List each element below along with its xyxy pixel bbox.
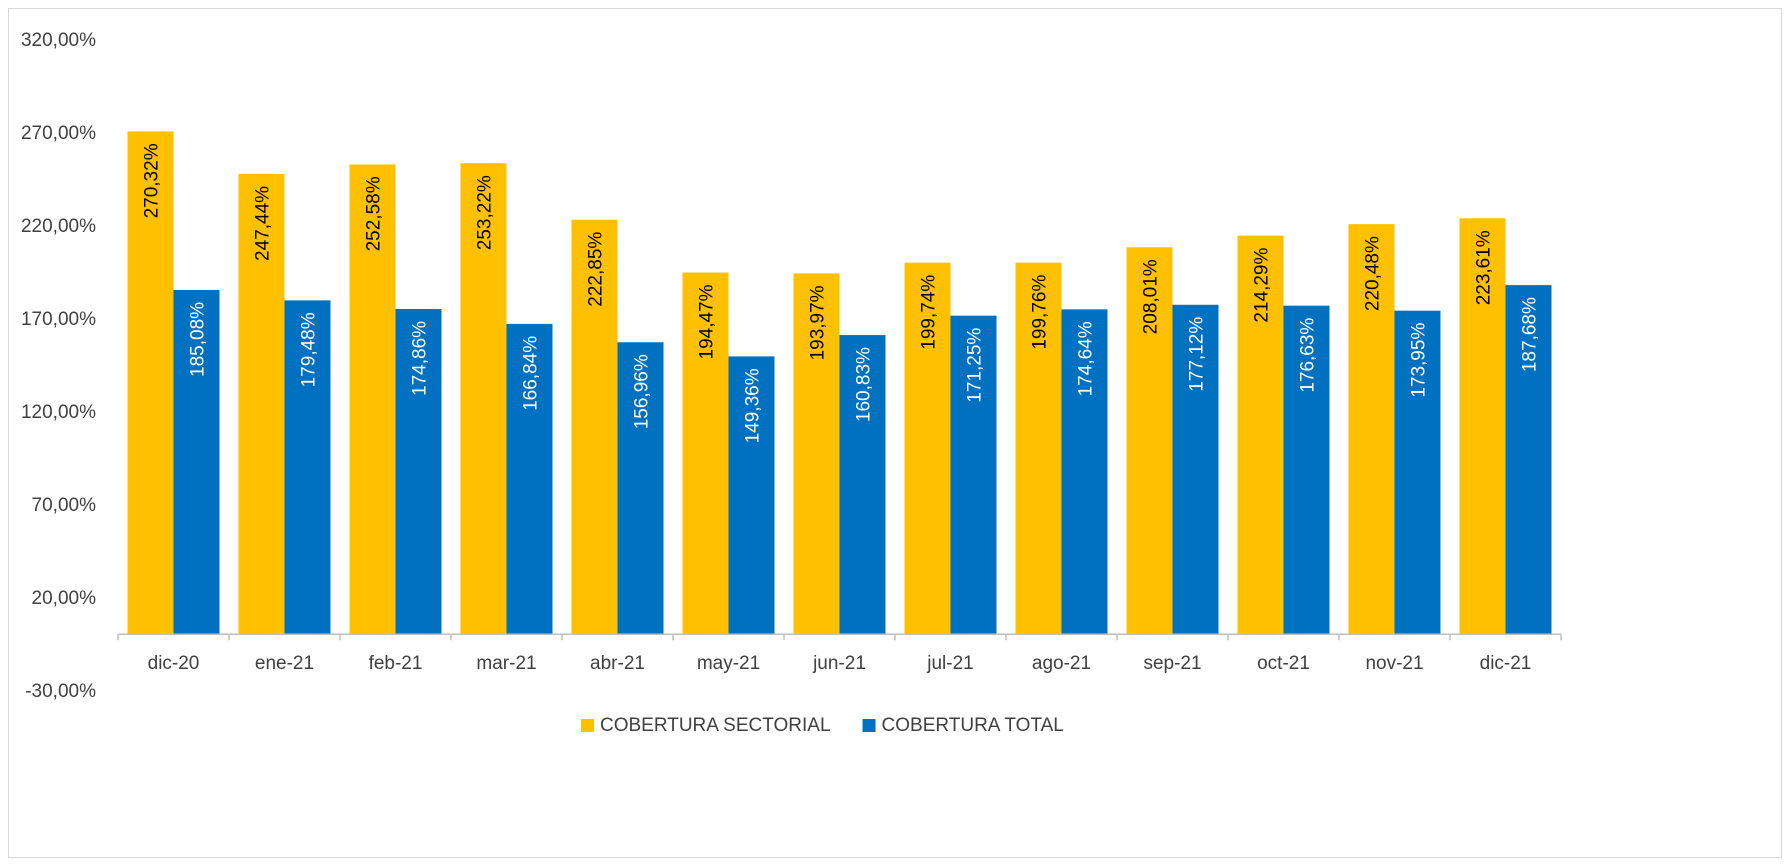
bar-cobertura-sectorial [1126, 247, 1173, 635]
legend-swatch-sectorial [581, 719, 594, 732]
data-label: 252,58% [364, 176, 385, 251]
data-label: 220,48% [1363, 236, 1384, 311]
x-axis-ticks [117, 634, 1562, 641]
data-label: 214,29% [1252, 248, 1273, 323]
data-label: 160,83% [854, 347, 875, 422]
data-labels-group: 270,32% 185,08% 247,44% 179,48% 252,58% 174,8… [142, 143, 1541, 443]
bar-cobertura-total [1061, 309, 1108, 635]
bar-cobertura-total [173, 289, 220, 635]
bar-cobertura-sectorial [793, 273, 840, 635]
data-label: 199,76% [1030, 275, 1051, 350]
legend-swatch-total [862, 719, 876, 732]
y-tick-label: 70,00% [32, 495, 97, 516]
data-label: 208,01% [1141, 259, 1162, 334]
data-label: 222,85% [586, 232, 607, 307]
x-category-label: jul-21 [926, 653, 973, 674]
data-label: 156,96% [632, 354, 653, 429]
data-label: 194,47% [697, 284, 718, 359]
bar-cobertura-total [1172, 304, 1219, 635]
legend-label: COBERTURA SECTORIAL [600, 715, 831, 736]
data-label: 176,63% [1298, 318, 1319, 393]
x-category-label: may-21 [697, 653, 760, 674]
bar-cobertura-sectorial [460, 163, 507, 635]
y-tick-label: 170,00% [21, 309, 96, 330]
legend-label: COBERTURA TOTAL [882, 715, 1064, 736]
bar-cobertura-sectorial [127, 131, 174, 635]
bar-chart: 320,00% 270,00% 220,00% 170,00% 120,00% 70,00… [21, 30, 1562, 736]
x-category-label: jun-21 [812, 653, 866, 674]
bar-cobertura-total [506, 323, 553, 635]
chart-frame: 320,00% 270,00% 220,00% 170,00% 120,00% 70,00… [8, 8, 1782, 858]
bar-cobertura-total [839, 335, 886, 635]
bar-cobertura-sectorial [571, 219, 618, 635]
bar-cobertura-total [284, 300, 331, 635]
bar-cobertura-total [617, 342, 664, 635]
data-label: 179,48% [299, 312, 320, 387]
bar-cobertura-total [728, 356, 775, 635]
bar-cobertura-sectorial [1015, 262, 1062, 635]
bar-cobertura-sectorial [682, 272, 729, 635]
y-tick-label: -30,00% [25, 681, 96, 702]
bar-cobertura-sectorial [1237, 235, 1284, 635]
data-label: 247,44% [253, 186, 274, 261]
data-label: 187,68% [1520, 297, 1541, 372]
data-label: 177,12% [1187, 317, 1208, 392]
bar-cobertura-total [395, 308, 442, 635]
data-label: 199,74% [919, 275, 940, 350]
y-tick-label: 270,00% [21, 123, 96, 144]
data-label: 270,32% [142, 143, 163, 218]
bar-cobertura-sectorial [1348, 224, 1395, 635]
y-axis-tick-labels: 320,00% 270,00% 220,00% 170,00% 120,00% 70,00… [21, 30, 96, 702]
y-tick-label: 320,00% [21, 30, 96, 51]
data-label: 174,64% [1076, 321, 1097, 396]
data-label: 193,97% [808, 285, 829, 360]
bar-cobertura-total [1394, 310, 1441, 635]
x-category-label: ene-21 [255, 653, 314, 674]
x-category-label: dic-21 [1480, 653, 1532, 674]
x-category-label: ago-21 [1032, 653, 1091, 674]
data-label: 149,36% [743, 368, 764, 443]
x-category-label: dic-20 [148, 653, 200, 674]
legend-item: COBERTURA TOTAL [862, 715, 1064, 736]
data-label: 223,61% [1474, 230, 1495, 305]
data-label: 173,95% [1409, 323, 1430, 398]
data-label: 253,22% [475, 175, 496, 250]
legend-item: COBERTURA SECTORIAL [581, 715, 831, 736]
bar-cobertura-sectorial [238, 173, 285, 635]
y-tick-label: 220,00% [21, 216, 96, 237]
y-tick-label: 20,00% [32, 588, 97, 609]
data-label: 185,08% [188, 302, 209, 377]
bar-cobertura-total [1505, 285, 1552, 635]
x-category-label: abr-21 [590, 653, 645, 674]
x-category-label: oct-21 [1257, 653, 1310, 674]
bar-cobertura-total [1283, 305, 1330, 635]
x-category-label: feb-21 [369, 653, 423, 674]
x-category-label: mar-21 [476, 653, 536, 674]
y-tick-label: 120,00% [21, 402, 96, 423]
x-axis-category-labels: dic-20 ene-21 feb-21 mar-21 abr-21 may-21 jun-… [148, 653, 1532, 674]
bar-cobertura-total [950, 315, 997, 635]
bar-cobertura-sectorial [904, 262, 951, 635]
x-category-label: nov-21 [1365, 653, 1423, 674]
x-category-label: sep-21 [1143, 653, 1201, 674]
bar-series-group [127, 131, 1552, 635]
data-label: 174,86% [410, 321, 431, 396]
bar-cobertura-sectorial [1459, 218, 1506, 635]
bar-cobertura-sectorial [349, 164, 396, 635]
legend: COBERTURA SECTORIAL COBERTURA TOTAL [581, 715, 1064, 736]
data-label: 166,84% [521, 336, 542, 411]
data-label: 171,25% [965, 328, 986, 403]
